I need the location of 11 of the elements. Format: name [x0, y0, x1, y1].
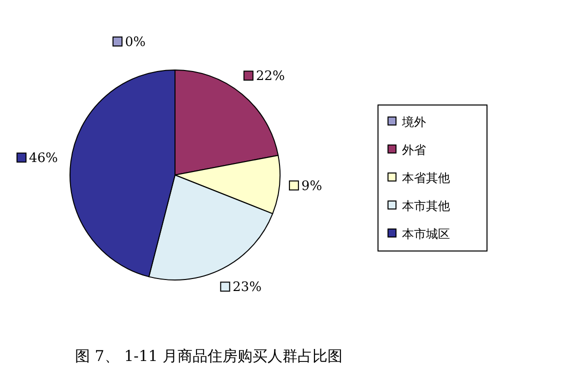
- data-label: 9%: [301, 178, 322, 194]
- legend-label: 外省: [402, 143, 426, 157]
- legend-label: 境外: [401, 115, 426, 129]
- legend-label: 本市其他: [402, 199, 450, 213]
- legend-label: 本市城区: [402, 227, 450, 241]
- data-label: 46%: [29, 151, 58, 166]
- text: 0%: [125, 35, 146, 50]
- data-label: 23%: [232, 280, 262, 296]
- data-label: 22%: [256, 69, 285, 84]
- text: 图 7、 1-11 月商品住房购买人群占比图: [75, 347, 343, 365]
- legend-label: 本省其他: [402, 171, 450, 185]
